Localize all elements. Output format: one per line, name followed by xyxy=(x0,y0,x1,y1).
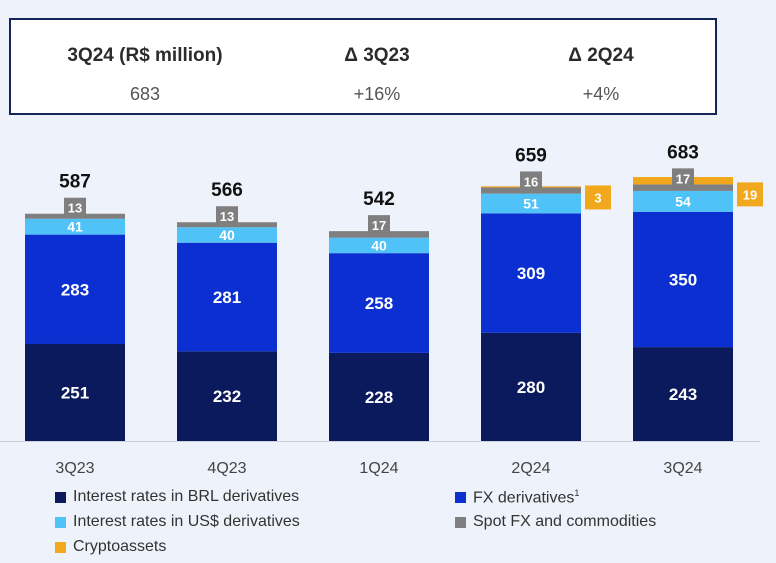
data-label: 280 xyxy=(517,378,545,397)
bar-segment xyxy=(25,218,125,235)
footnote-marker: 1 xyxy=(574,488,580,498)
data-label: 41 xyxy=(67,219,83,235)
legend-label: Spot FX and commodities xyxy=(473,513,657,530)
data-label: 17 xyxy=(372,218,386,233)
data-label: 40 xyxy=(371,237,387,253)
legend-swatch xyxy=(55,491,66,503)
kpi-label: 3Q24 (R$ million) xyxy=(67,45,223,66)
data-label: 283 xyxy=(61,280,89,299)
data-label: 281 xyxy=(213,288,241,307)
legend-swatch xyxy=(455,492,466,504)
bar-total-label: 587 xyxy=(59,172,91,193)
data-label: 54 xyxy=(675,193,691,209)
spot-fx-badge xyxy=(520,171,542,192)
bar-segment xyxy=(481,332,581,441)
x-tick-label: 3Q23 xyxy=(55,460,94,477)
data-label: 17 xyxy=(676,171,690,186)
kpi-summary-box: 3Q24 (R$ million) 683 Δ 3Q23 +16% Δ 2Q24… xyxy=(9,18,717,115)
data-label: 232 xyxy=(213,387,241,406)
legend-label: Interest rates in BRL derivatives xyxy=(73,488,300,505)
spot-fx-badge xyxy=(64,197,86,218)
x-tick-label: 1Q24 xyxy=(359,460,398,477)
legend-label: FX derivatives1 xyxy=(473,488,579,507)
kpi-delta-3q23: Δ 3Q23 +16% xyxy=(259,20,495,113)
kpi-label: Δ 2Q24 xyxy=(568,45,634,66)
kpi-value: +16% xyxy=(353,84,401,104)
kpi-3q24: 3Q24 (R$ million) 683 xyxy=(27,20,263,113)
bar-total-label: 683 xyxy=(667,142,699,163)
bar-total-label: 542 xyxy=(363,189,395,210)
legend-label: Cryptoassets xyxy=(73,538,167,555)
data-label: 3 xyxy=(594,190,601,205)
bar-segment xyxy=(633,190,733,212)
stacked-bar-chart: 251 283 41 13 587 3Q23 232 281 40 13 566 4Q23 228 258… xyxy=(0,142,763,477)
legend-item-brl-derivatives: Interest rates in BRL derivatives xyxy=(55,488,299,506)
bar-segment xyxy=(25,234,125,344)
spot-fx-badge xyxy=(216,206,238,227)
bar-segment xyxy=(481,193,581,214)
kpi-delta-2q24: Δ 2Q24 +4% xyxy=(483,20,719,113)
crypto-badge xyxy=(737,182,763,207)
legend-label: Interest rates in US$ derivatives xyxy=(73,513,300,530)
bar-segment xyxy=(481,213,581,333)
kpi-value: 683 xyxy=(129,84,161,104)
crypto-badge xyxy=(585,185,611,210)
data-label: 51 xyxy=(523,195,539,211)
spot-fx-badge xyxy=(368,215,390,236)
legend-label-text: FX derivatives xyxy=(473,489,575,507)
legend-item-spot-fx: Spot FX and commodities xyxy=(455,513,656,531)
data-label: 228 xyxy=(365,388,393,407)
data-label: 243 xyxy=(669,385,697,404)
x-tick-label: 2Q24 xyxy=(511,460,550,477)
legend-swatch xyxy=(455,516,466,528)
data-label: 16 xyxy=(524,174,538,189)
spot-fx-badge xyxy=(672,168,694,189)
x-tick-label: 4Q23 xyxy=(207,460,246,477)
data-label: 258 xyxy=(365,294,393,313)
data-label: 40 xyxy=(219,227,235,243)
legend-item-fx-derivatives: FX derivatives1 xyxy=(455,488,579,507)
legend-swatch xyxy=(55,541,66,553)
bar-segment xyxy=(177,351,277,441)
legend-swatch xyxy=(55,516,66,528)
bar-segment xyxy=(329,352,429,441)
bar-segment xyxy=(329,237,429,254)
legend-item-usd-derivatives: Interest rates in US$ derivatives xyxy=(55,513,300,531)
bar-segment xyxy=(177,242,277,352)
x-tick-label: 3Q24 xyxy=(663,460,702,477)
bar-segment xyxy=(633,211,733,348)
bar-segment xyxy=(177,227,277,243)
bar-total-label: 659 xyxy=(515,145,547,166)
bar-segment xyxy=(25,343,125,441)
kpi-label: Δ 3Q23 xyxy=(344,45,410,66)
data-label: 19 xyxy=(743,187,757,202)
bar-segment xyxy=(329,253,429,353)
kpi-value: +4% xyxy=(582,84,620,104)
data-label: 350 xyxy=(669,270,697,289)
bar-segment xyxy=(633,347,733,441)
chart-legend: Interest rates in BRL derivatives FX der… xyxy=(0,484,776,563)
legend-item-cryptoassets: Cryptoassets xyxy=(55,538,166,556)
bar-total-label: 566 xyxy=(211,180,243,201)
data-label: 13 xyxy=(220,209,234,224)
data-label: 309 xyxy=(517,264,545,283)
data-label: 251 xyxy=(61,383,89,402)
data-label: 13 xyxy=(68,201,82,216)
